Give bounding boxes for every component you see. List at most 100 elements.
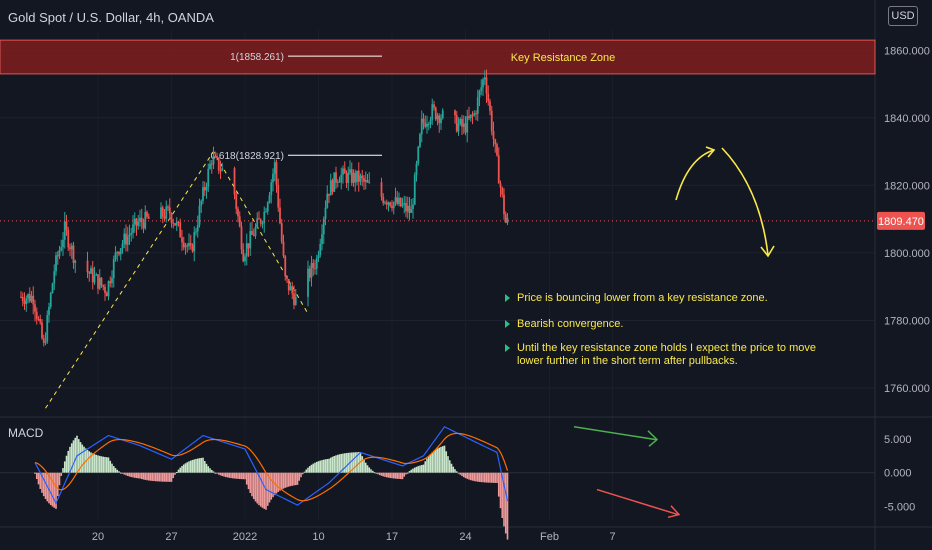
candle-body <box>63 221 66 240</box>
macd-histogram-bar <box>468 472 470 480</box>
candle-body <box>217 157 220 171</box>
candle-body <box>237 208 239 217</box>
macd-histogram-bar <box>342 453 344 473</box>
macd-histogram-bar <box>86 450 89 473</box>
candle-body <box>405 202 407 212</box>
candle-body <box>319 244 322 256</box>
macd-histogram-bar <box>72 440 75 473</box>
candle-body <box>287 278 290 291</box>
macd-histogram-bar <box>205 463 208 473</box>
candle-body <box>284 256 287 277</box>
resistance-zone-box <box>0 39 876 75</box>
candle-body <box>256 218 259 228</box>
candle-body <box>329 180 332 196</box>
macd-histogram-bar <box>139 472 141 479</box>
macd-histogram-bar <box>457 472 460 474</box>
macd-histogram-bar <box>387 472 390 478</box>
currency-button[interactable]: USD <box>888 6 918 26</box>
candle-body <box>266 202 269 212</box>
candle-body <box>195 231 197 233</box>
macd-histogram-bar <box>266 472 269 506</box>
candle-body <box>401 204 404 206</box>
macd-histogram-bar <box>34 472 36 474</box>
candle-body <box>235 194 238 209</box>
candle-body <box>280 223 283 242</box>
macd-histogram-bar <box>487 472 490 483</box>
candle-body <box>245 243 248 257</box>
candle-body <box>249 231 252 249</box>
macd-divergence-green-line <box>573 426 657 441</box>
macd-histogram-bar <box>438 447 441 473</box>
candle-body <box>186 245 189 247</box>
macd-histogram-bar <box>300 472 302 478</box>
macd-histogram-bar <box>126 472 129 476</box>
candle-body <box>261 223 264 225</box>
candle-body <box>104 286 106 293</box>
candle-body <box>123 233 126 244</box>
candle-body <box>193 232 196 252</box>
candle-body <box>424 122 427 127</box>
macd-histogram-bar <box>492 472 495 483</box>
candle-body <box>349 169 351 173</box>
candle-body <box>140 217 143 223</box>
macd-histogram-bar <box>289 472 292 487</box>
macd-histogram-bar <box>504 472 507 534</box>
macd-histogram-bar <box>459 472 462 475</box>
macd-histogram-bar <box>240 472 243 480</box>
macd-histogram-bar <box>62 468 64 473</box>
macd-histogram-bar <box>378 472 381 476</box>
macd-histogram-bar <box>496 472 498 483</box>
candle-body <box>384 202 386 204</box>
pullback-arrow <box>675 149 715 201</box>
macd-histogram-bar <box>310 464 313 473</box>
macd-histogram-bar <box>249 472 252 493</box>
candle-body <box>459 118 462 124</box>
macd-histogram-bar <box>324 459 327 473</box>
macd-histogram-bar <box>247 472 250 490</box>
macd-panel: MACD 5.000 0.000 -5.000 <box>0 425 915 540</box>
macd-histogram-bar <box>485 472 488 483</box>
candle-body <box>343 168 346 174</box>
macd-histogram-bar <box>160 472 162 482</box>
candle-body <box>216 156 218 158</box>
macd-histogram-bar <box>361 456 364 473</box>
macd-histogram-bar <box>161 472 164 482</box>
candle-body <box>438 115 441 124</box>
candle-body <box>392 202 395 209</box>
macd-histogram-bar <box>191 459 194 473</box>
candle-body <box>60 247 63 251</box>
candle-body <box>168 207 171 214</box>
candle-body <box>247 243 250 249</box>
time-tick-label: 27 <box>165 531 177 543</box>
candle-body <box>221 168 224 171</box>
macd-divergence-red-line <box>596 488 679 516</box>
macd-histogram-bar <box>319 460 322 473</box>
time-tick-label: 20 <box>92 531 104 543</box>
macd-histogram-bar <box>125 472 127 476</box>
macd-histogram-bar <box>95 454 98 473</box>
drop-arrowhead <box>760 245 775 258</box>
macd-histogram-bar <box>235 472 238 479</box>
macd-histogram-bar <box>350 452 353 473</box>
candle-body <box>93 275 96 283</box>
macd-histogram-bar <box>146 472 148 481</box>
macd-histogram-bar <box>165 472 168 482</box>
candle-body <box>473 113 476 116</box>
candle-body <box>37 318 40 320</box>
candle-body <box>135 218 138 226</box>
macd-histogram-bar <box>270 472 273 500</box>
candle-body <box>34 304 36 312</box>
macd-histogram-bar <box>177 469 180 473</box>
macd-histogram-bar <box>429 454 432 473</box>
macd-histogram-bar <box>426 458 428 473</box>
macd-histogram-bar <box>214 472 217 474</box>
macd-histogram-bar <box>154 472 157 482</box>
macd-histogram-bar <box>182 464 185 473</box>
macd-histogram-bar <box>340 453 343 473</box>
macd-histogram-bar <box>98 455 101 473</box>
candle-body <box>46 315 49 342</box>
macd-histogram-bar <box>454 469 456 473</box>
resistance-zone: Key Resistance Zone <box>0 39 876 75</box>
macd-histogram-bar <box>450 463 453 473</box>
macd-histogram-bar <box>401 472 404 480</box>
